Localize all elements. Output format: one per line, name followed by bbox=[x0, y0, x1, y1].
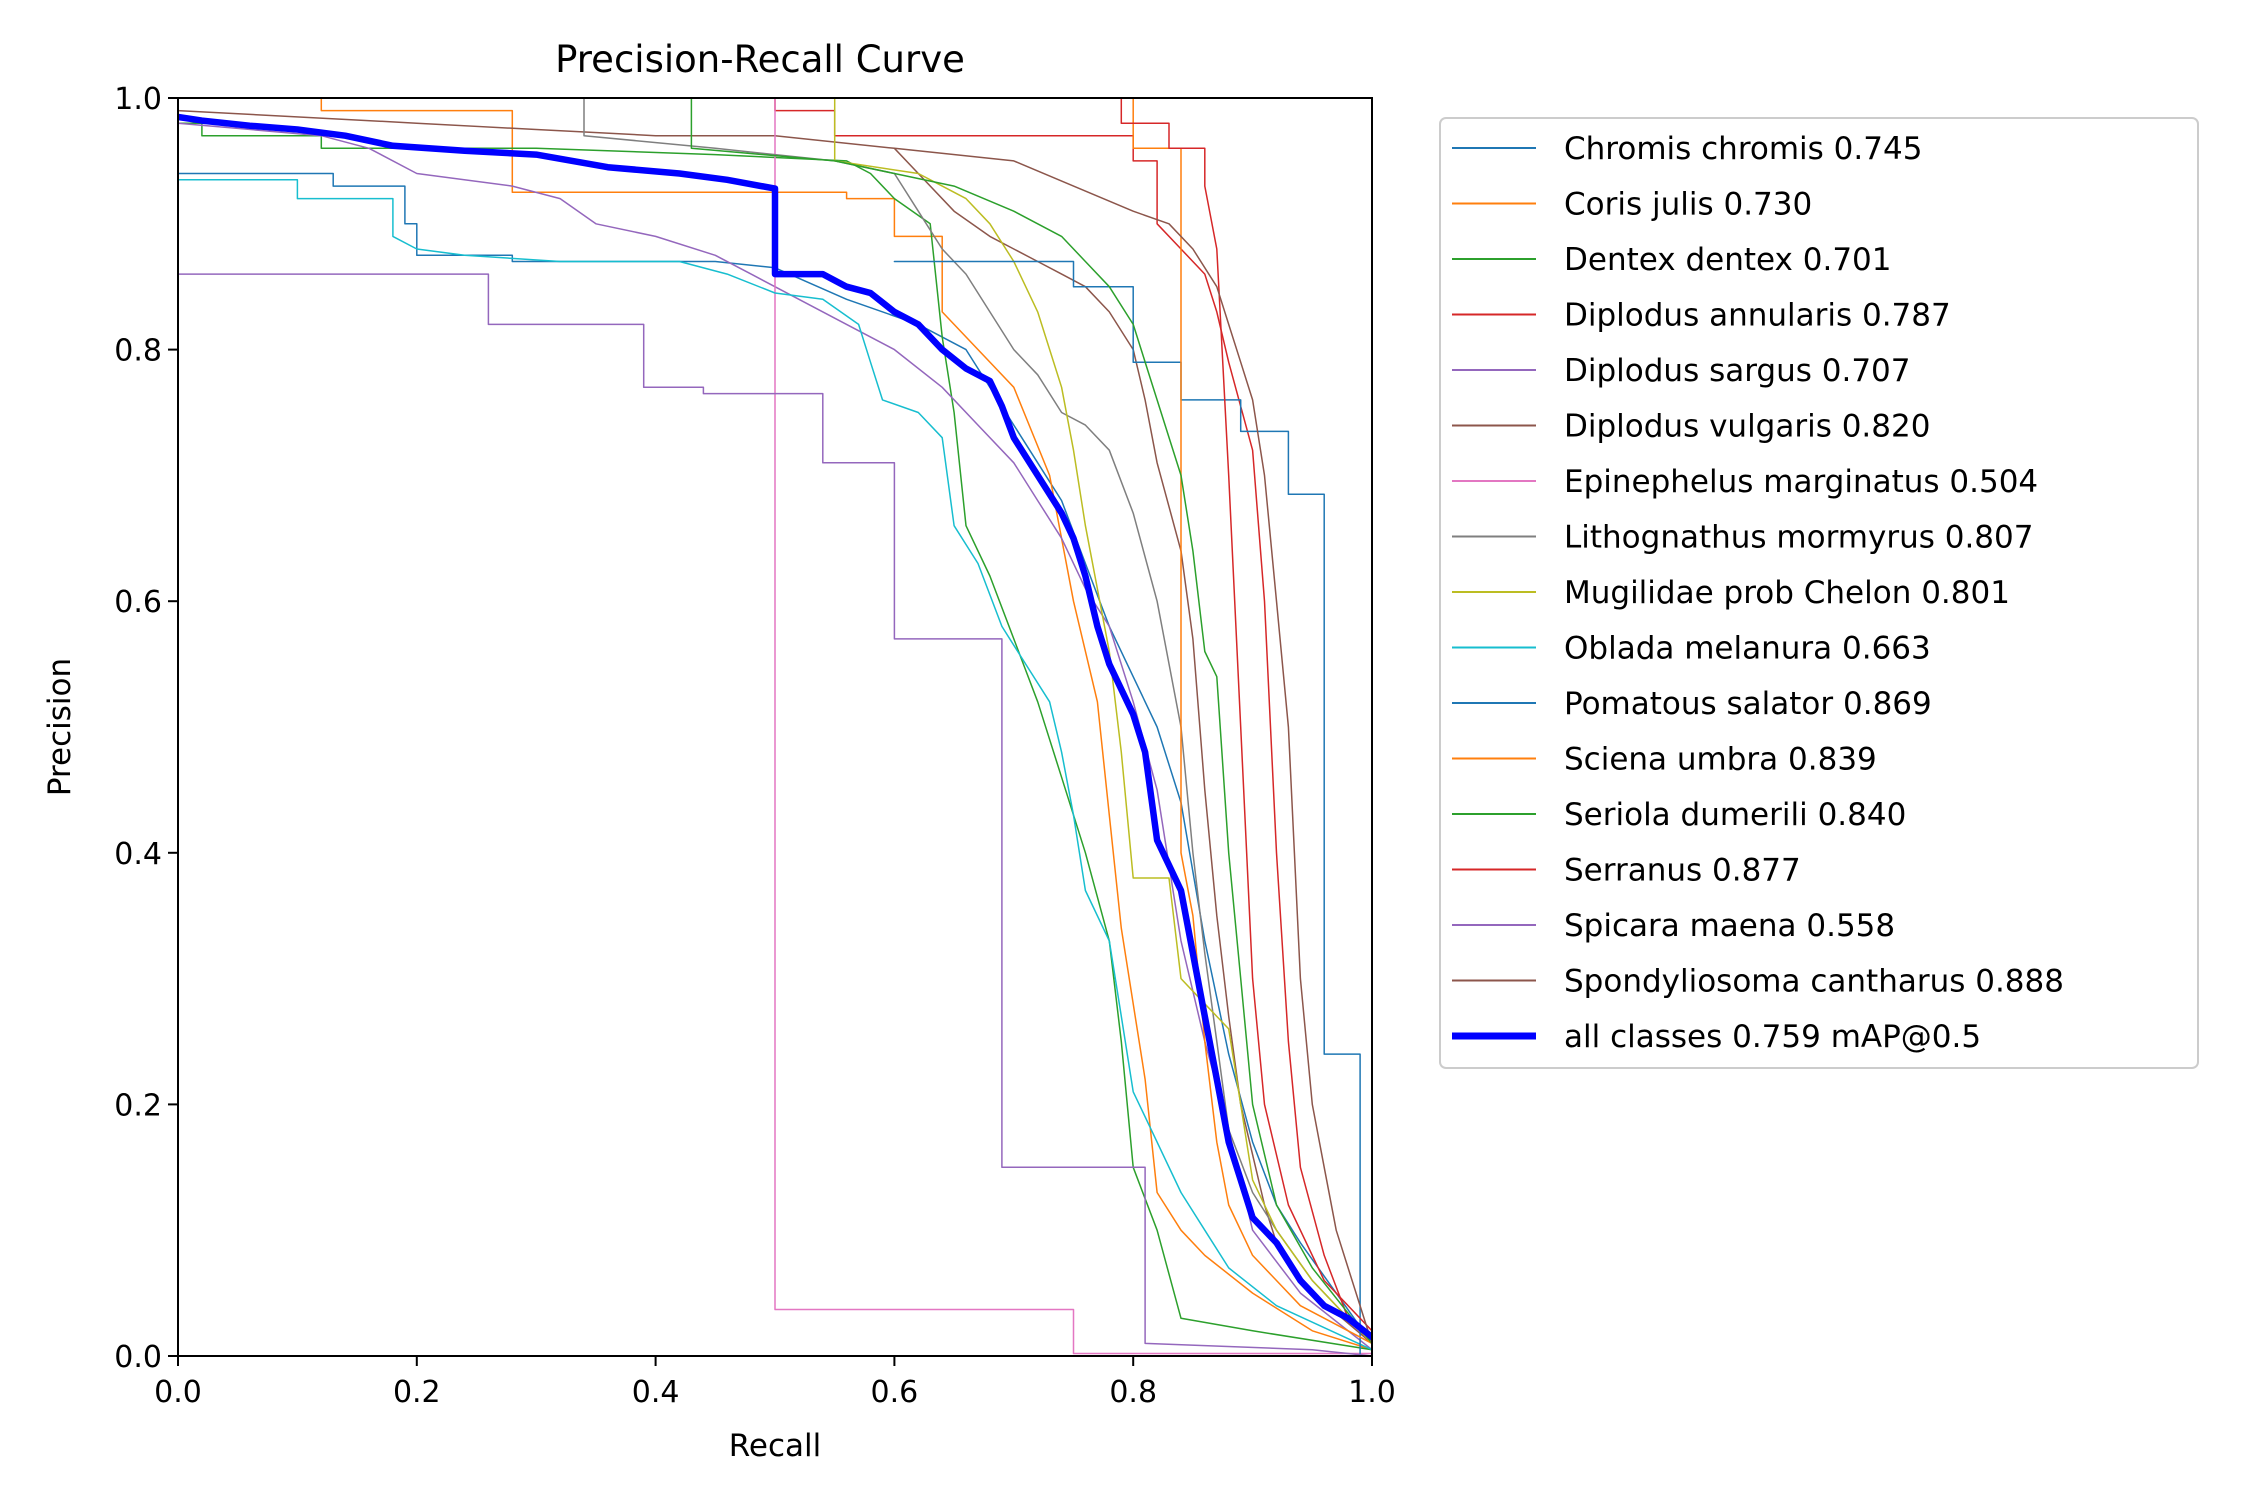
x-axis-label: Recall bbox=[729, 1428, 822, 1464]
series-line-mugilidae-prob-chelon-0-801 bbox=[833, 98, 1372, 1345]
legend-label: all classes 0.759 mAP@0.5 bbox=[1564, 1019, 1981, 1055]
series-line-coris-julis-0-730 bbox=[178, 98, 1372, 1351]
legend-label: Diplodus annularis 0.787 bbox=[1564, 298, 1951, 334]
legend-entry: Sciena umbra 0.839 bbox=[1452, 742, 1877, 778]
legend-entry: Diplodus vulgaris 0.820 bbox=[1452, 409, 1930, 445]
legend-label: Pomatous salator 0.869 bbox=[1564, 686, 1932, 722]
plot-frame bbox=[177, 97, 1373, 1357]
legend-entry: Oblada melanura 0.663 bbox=[1452, 631, 1931, 667]
legend-label: Diplodus sargus 0.707 bbox=[1564, 353, 1911, 389]
series-line-sciena-umbra-0-839 bbox=[1132, 98, 1372, 1345]
legend-entry: all classes 0.759 mAP@0.5 bbox=[1452, 1019, 1981, 1055]
x-tick-label: 0.0 bbox=[154, 1375, 202, 1410]
legend-entry: Mugilidae prob Chelon 0.801 bbox=[1452, 575, 2010, 611]
legend-label: Spondyliosoma cantharus 0.888 bbox=[1564, 964, 2064, 1000]
legend-entry: Dentex dentex 0.701 bbox=[1452, 242, 1892, 278]
legend-label: Seriola dumerili 0.840 bbox=[1564, 797, 1906, 833]
legend-label: Mugilidae prob Chelon 0.801 bbox=[1564, 575, 2010, 611]
y-tick-label: 0.0 bbox=[114, 1340, 162, 1375]
series-line-dentex-dentex-0-701 bbox=[178, 122, 1372, 1351]
x-axis-ticks: 0.0 0.2 0.4 0.6 0.8 1.0 bbox=[154, 1356, 1396, 1410]
legend-entry: Lithognathus mormyrus 0.807 bbox=[1452, 520, 2033, 556]
legend-box bbox=[1439, 117, 2199, 1069]
legend-label: Spicara maena 0.558 bbox=[1564, 908, 1895, 944]
series-line-oblada-melanura-0-663 bbox=[178, 179, 1372, 1351]
legend-label: Chromis chromis 0.745 bbox=[1564, 131, 1922, 167]
legend-entry: Serranus 0.877 bbox=[1452, 853, 1801, 889]
series-line-serranus-0-877 bbox=[917, 98, 1372, 1332]
legend-entry: Spondyliosoma cantharus 0.888 bbox=[1452, 964, 2064, 1000]
legend-entry: Pomatous salator 0.869 bbox=[1452, 686, 1932, 722]
legend-entry: Spicara maena 0.558 bbox=[1452, 908, 1895, 944]
x-tick-label: 0.4 bbox=[632, 1375, 680, 1410]
series-line-pomatous-salator-0-869 bbox=[893, 260, 1361, 1356]
x-tick-label: 0.2 bbox=[393, 1375, 441, 1410]
y-axis-label: Precision bbox=[42, 658, 78, 796]
legend-label: Oblada melanura 0.663 bbox=[1564, 631, 1931, 667]
series-line-spondyliosoma-cantharus-0-888 bbox=[893, 147, 1372, 1345]
legend-label: Serranus 0.877 bbox=[1564, 853, 1801, 889]
legend-label: Epinephelus marginatus 0.504 bbox=[1564, 464, 2038, 500]
legend-entry: Seriola dumerili 0.840 bbox=[1452, 797, 1906, 833]
legend-label: Diplodus vulgaris 0.820 bbox=[1564, 409, 1930, 445]
series-line-spicara-maena-0-558 bbox=[178, 273, 1372, 1356]
y-tick-label: 0.4 bbox=[114, 837, 162, 872]
y-tick-label: 0.2 bbox=[114, 1088, 162, 1123]
legend-entry: Diplodus annularis 0.787 bbox=[1452, 298, 1951, 334]
y-tick-label: 0.6 bbox=[114, 585, 162, 620]
legend-label: Lithognathus mormyrus 0.807 bbox=[1564, 520, 2033, 556]
legend-label: Dentex dentex 0.701 bbox=[1564, 242, 1892, 278]
series-line-epinephelus-marginatus-0-504 bbox=[762, 98, 1372, 1355]
x-tick-label: 1.0 bbox=[1348, 1375, 1396, 1410]
x-tick-label: 0.6 bbox=[871, 1375, 919, 1410]
chart-title: Precision-Recall Curve bbox=[555, 38, 965, 81]
legend-label: Coris julis 0.730 bbox=[1564, 187, 1812, 223]
y-axis-ticks: 0.0 0.2 0.4 0.6 0.8 1.0 bbox=[114, 82, 178, 1375]
legend: Chromis chromis 0.745 Coris julis 0.730 De… bbox=[1439, 117, 2199, 1069]
series-line-all-classes-0-759-map-0-5 bbox=[178, 113, 1372, 1341]
legend-entry: Epinephelus marginatus 0.504 bbox=[1452, 464, 2038, 500]
x-tick-label: 0.8 bbox=[1109, 1375, 1157, 1410]
legend-entry: Coris julis 0.730 bbox=[1452, 187, 1812, 223]
y-tick-label: 1.0 bbox=[114, 82, 162, 117]
legend-label: Sciena umbra 0.839 bbox=[1564, 742, 1877, 778]
y-tick-label: 0.8 bbox=[114, 334, 162, 369]
legend-entry: Chromis chromis 0.745 bbox=[1452, 131, 1922, 167]
series-layer bbox=[178, 98, 1372, 1356]
legend-entry: Diplodus sargus 0.707 bbox=[1452, 353, 1911, 389]
series-line-seriola-dumerili-0-840 bbox=[690, 98, 1372, 1345]
